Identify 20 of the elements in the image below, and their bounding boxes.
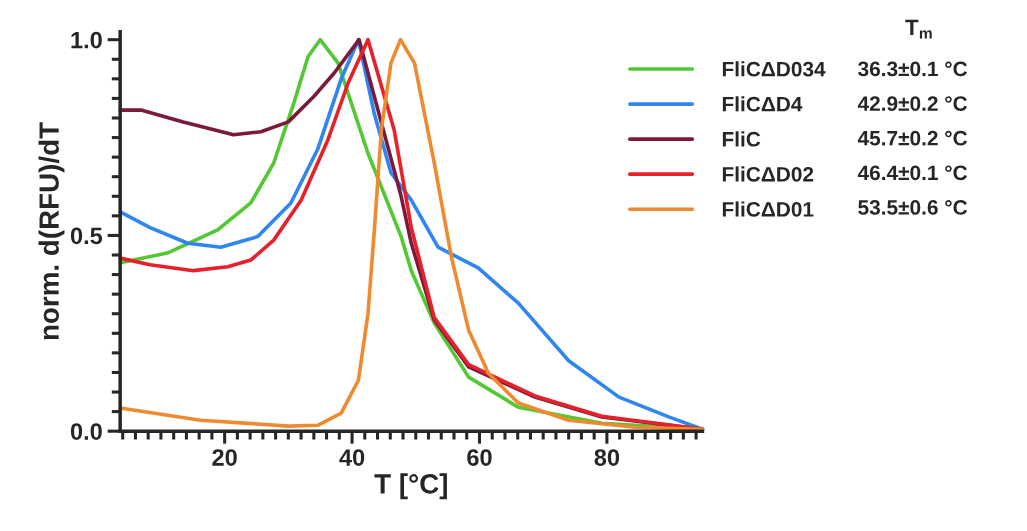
legend-label: FliC	[722, 131, 761, 147]
text: 45.7±0.2 °C	[857, 130, 968, 146]
legend-label: FliCΔD01	[722, 201, 814, 217]
y-tick-label: 0.0	[70, 423, 102, 440]
legend-label: FliCΔD02	[722, 166, 814, 182]
x-tick-label: 80	[594, 449, 620, 466]
text: 53.5±0.6 °C	[858, 200, 968, 215]
y-tick-label: 0.5	[70, 227, 103, 245]
text: 46.4±0.1 °C	[857, 165, 968, 181]
y-axis-title: norm. d(RFU)/dT	[38, 122, 65, 340]
legend-label: FliCΔD4	[722, 96, 803, 112]
y-tick-label: 1.0	[71, 31, 102, 49]
legend-title: T$_{m}$	[905, 19, 932, 39]
x-axis-title: T [°C]	[374, 473, 447, 500]
x-tick-label: 60	[467, 449, 492, 466]
x-tick-label: 40	[339, 449, 365, 466]
x-tick-label: 20	[212, 449, 237, 466]
legend-label: FliCΔD034	[722, 61, 826, 77]
text: 42.9±0.2 °C	[857, 96, 968, 111]
text: 36.3±0.1 °C	[858, 61, 968, 77]
